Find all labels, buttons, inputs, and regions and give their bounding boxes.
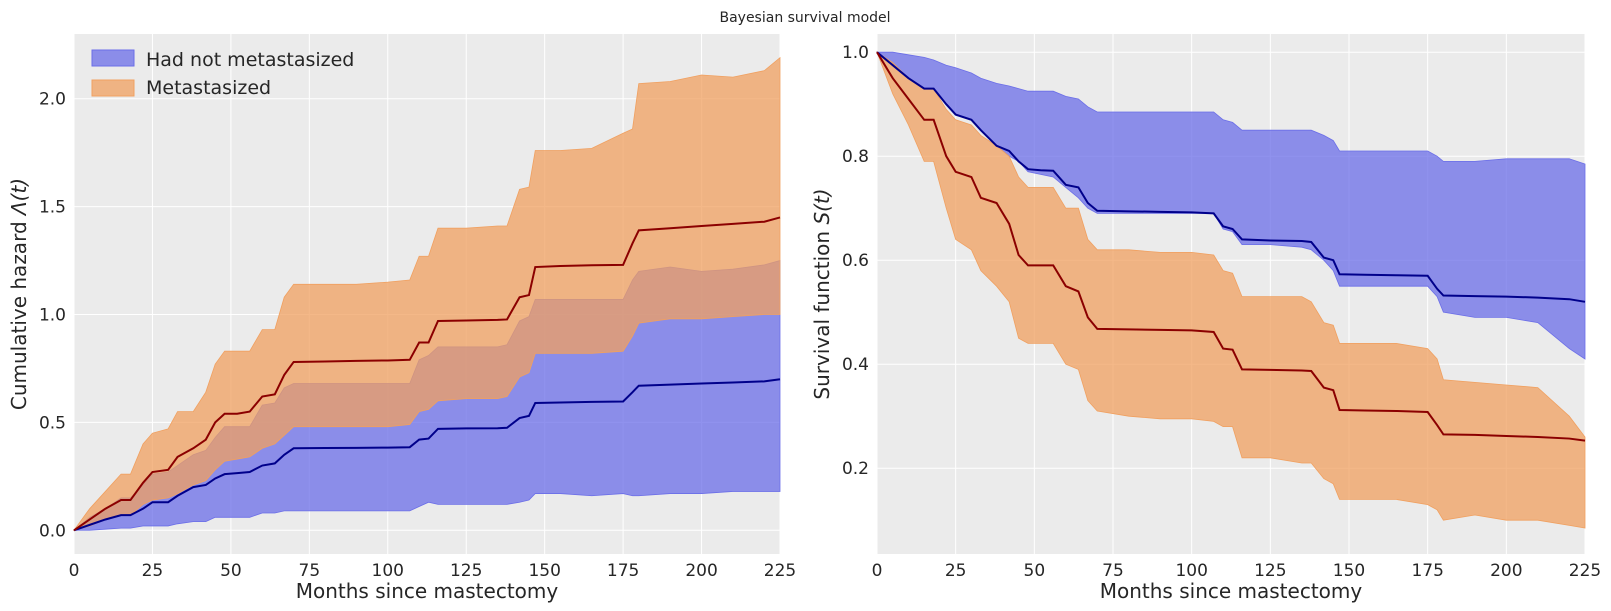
y-tick-label: 0.2	[842, 459, 869, 479]
x-tick-label: 225	[764, 561, 796, 581]
x-tick-label: 200	[685, 561, 717, 581]
band-had-not-metastasized	[875, 51, 1586, 360]
y-tick-label: 0.5	[39, 413, 66, 433]
cumulative-hazard-plot: 0 25 50 75 100 125 150 175 200 225 0.0 0.5 1.0 1.5 2.…	[7, 34, 796, 603]
legend-swatch-metastasized	[91, 79, 135, 97]
mean-line-metastasized	[73, 216, 781, 532]
x-tick-label: 150	[1333, 561, 1365, 581]
mean-line-had-not-metastasized	[73, 378, 781, 532]
y-tick-label: 2.0	[39, 90, 66, 110]
x-tick-label: 175	[1411, 561, 1443, 581]
x-tick-label: 125	[1254, 561, 1286, 581]
x-tick-label: 175	[607, 561, 639, 581]
x-tick-label: 100	[1175, 561, 1207, 581]
x-tick-label: 50	[1024, 561, 1046, 581]
mean-line-had-not-metastasized	[876, 51, 1586, 303]
mean-line-metastasized	[876, 51, 1586, 442]
x-tick-label: 125	[450, 561, 482, 581]
legend-label-had-not-metastasized: Had not metastasized	[146, 49, 354, 71]
legend-swatch-had-not-metastasized	[91, 49, 135, 67]
y-axis-label: Survival function S(t)	[810, 188, 834, 399]
y-tick-label: 0.6	[842, 251, 869, 271]
x-tick-label: 200	[1490, 561, 1522, 581]
x-tick-label: 75	[299, 561, 321, 581]
y-axis-label: Cumulative hazard Λ(t)	[7, 178, 31, 410]
y-tick-label: 1.5	[39, 198, 66, 218]
band-metastasized	[876, 51, 1586, 529]
y-tick-label: 0.4	[842, 355, 869, 375]
x-tick-label: 75	[1102, 561, 1124, 581]
x-tick-label: 100	[372, 561, 404, 581]
legend-label-metastasized: Metastasized	[146, 77, 271, 99]
x-tick-label: 25	[142, 561, 164, 581]
x-tick-label: 25	[945, 561, 967, 581]
x-tick-label: 225	[1569, 561, 1601, 581]
x-tick-label: 50	[220, 561, 242, 581]
y-tick-label: 0.8	[842, 147, 869, 167]
x-axis-label: Months since mastectomy	[296, 579, 559, 603]
y-tick-label: 1.0	[842, 43, 869, 63]
legend: Had not metastasized Metastasized	[91, 49, 354, 99]
y-tick-label: 1.0	[39, 305, 66, 325]
x-tick-label: 0	[872, 561, 883, 581]
survival-function-plot: 0 25 50 75 100 125 150 175 200 225 0.2 0.4 0.6 0.8 1.…	[810, 34, 1601, 603]
x-axis-label: Months since mastectomy	[1100, 579, 1363, 603]
x-tick-label: 0	[69, 561, 80, 581]
figure-title: Bayesian survival model	[719, 10, 890, 26]
y-tick-label: 0.0	[39, 521, 66, 541]
x-tick-label: 150	[528, 561, 560, 581]
